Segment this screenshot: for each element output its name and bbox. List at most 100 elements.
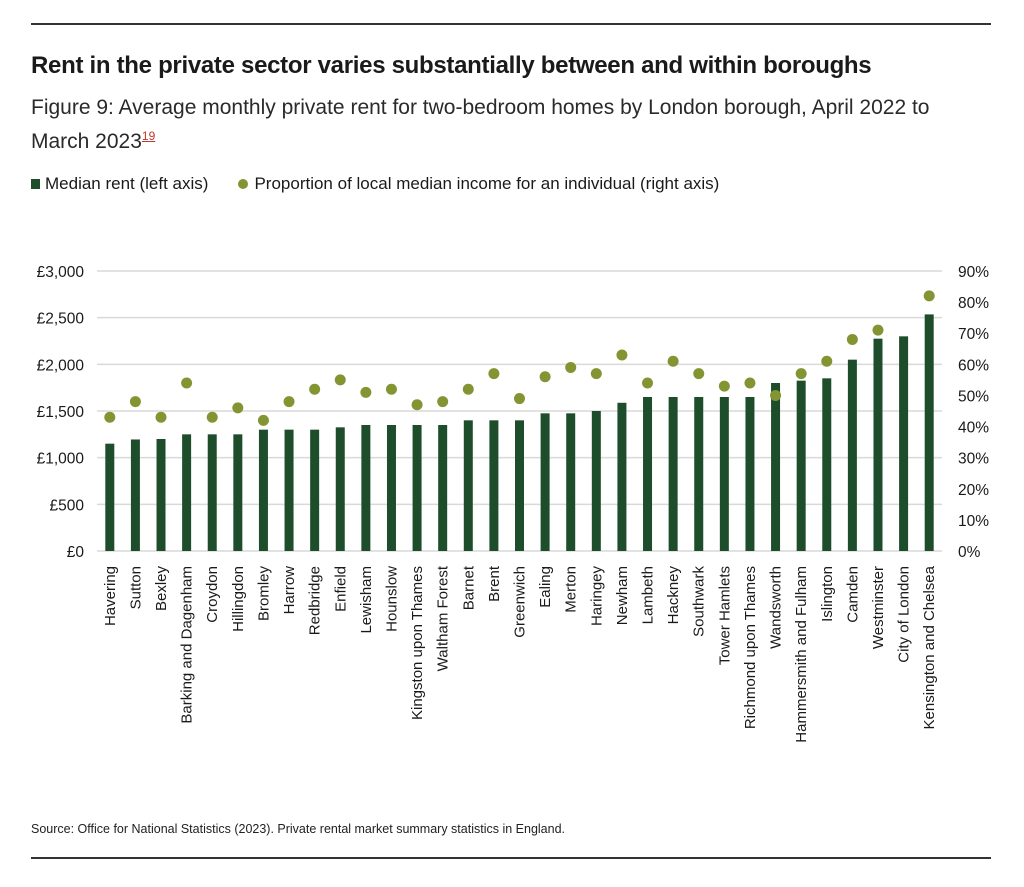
category-label: Bexley (153, 566, 170, 612)
left-axis: £0 £500 £1,000 £1,500 £2,000 £2,500 £3,000 (37, 264, 85, 561)
bar-series (105, 314, 934, 551)
category-label: Hillingdon (230, 566, 247, 632)
category-label: Sutton (127, 566, 144, 609)
rent-bar (771, 383, 781, 551)
income-proportion-dot (770, 389, 782, 401)
category-label: Lambeth (640, 566, 657, 624)
income-proportion-dot (411, 399, 423, 411)
category-label: Kingston upon Thames (409, 566, 426, 720)
legend-item-income-proportion: Proportion of local median income for an… (238, 174, 719, 194)
income-proportion-dot (616, 349, 628, 361)
legend-label: Proportion of local median income for an… (254, 174, 720, 193)
rent-bar (361, 425, 371, 551)
category-label: Hammersmith and Fulham (793, 566, 810, 743)
rent-bar (156, 439, 166, 551)
category-label: Kensington and Chelsea (921, 565, 938, 729)
category-label: Havering (102, 566, 119, 626)
right-tick-label: 70% (958, 326, 989, 343)
income-proportion-dot (334, 374, 346, 386)
category-label: Merton (563, 566, 580, 613)
income-proportion-dot (360, 386, 372, 398)
top-divider (31, 23, 991, 25)
right-axis: 0% 10% 20% 30% 40% 50% 60% 70% 80% 90% (958, 264, 989, 561)
rent-bar (130, 439, 140, 551)
category-label: Bromley (255, 566, 272, 622)
category-label: Brent (486, 565, 503, 602)
right-tick-label: 40% (958, 420, 989, 437)
category-label: Greenwich (512, 566, 529, 638)
legend: Median rent (left axis) Proportion of lo… (31, 174, 749, 194)
right-tick-label: 50% (958, 388, 989, 405)
right-tick-label: 20% (958, 482, 989, 499)
income-proportion-dot (821, 355, 833, 367)
right-tick-label: 90% (958, 264, 989, 281)
category-label: Newham (614, 566, 631, 625)
dot-series (104, 290, 935, 426)
income-proportion-dot (539, 371, 551, 383)
rent-bar (643, 397, 653, 551)
footnote-link[interactable]: 19 (141, 129, 156, 143)
category-label: City of London (896, 566, 913, 663)
category-label: Barking and Dagenham (179, 566, 196, 724)
income-proportion-dot (385, 383, 397, 395)
rent-bar (258, 429, 268, 551)
rent-bar (335, 427, 345, 551)
income-proportion-dot (667, 355, 679, 367)
left-tick-label: £2,500 (37, 311, 85, 328)
income-proportion-dot (232, 402, 244, 414)
income-proportion-dot (462, 383, 474, 395)
income-proportion-dot (718, 380, 730, 392)
category-label: Southwark (691, 566, 708, 637)
rent-bar (847, 359, 857, 551)
rent-bar (412, 425, 422, 551)
category-label: Croydon (204, 566, 221, 623)
rent-bar (924, 314, 934, 551)
rent-bar (105, 443, 115, 551)
legend-item-median-rent: Median rent (left axis) (31, 174, 208, 194)
income-proportion-dot (181, 377, 193, 389)
income-proportion-dot (872, 324, 884, 336)
left-tick-label: £0 (67, 544, 85, 561)
income-proportion-dot (744, 377, 756, 389)
category-label: Wandsworth (768, 566, 785, 649)
category-label: Waltham Forest (435, 565, 452, 671)
income-proportion-dot (693, 368, 705, 380)
rent-bar (515, 420, 524, 551)
rent-bar (310, 429, 320, 551)
right-tick-label: 10% (958, 513, 989, 530)
income-proportion-dot (257, 414, 269, 426)
income-proportion-dot (283, 396, 295, 408)
subtitle-text: Figure 9: Average monthly private rent f… (31, 96, 930, 153)
rent-bar (233, 434, 243, 551)
income-proportion-dot (488, 368, 500, 380)
income-proportion-dot (795, 368, 807, 380)
bottom-divider (31, 857, 991, 859)
rent-bar (822, 378, 832, 551)
rent-bar (668, 397, 678, 551)
rent-bar (540, 413, 550, 551)
rent-bar (745, 397, 755, 551)
income-proportion-dot (155, 411, 167, 423)
right-tick-label: 60% (958, 357, 989, 374)
category-label: Lewisham (358, 566, 375, 634)
rent-bar (719, 397, 729, 551)
left-tick-label: £3,000 (37, 264, 85, 281)
right-tick-label: 30% (958, 451, 989, 468)
right-tick-label: 0% (958, 544, 981, 561)
income-proportion-dot (104, 411, 116, 423)
income-proportion-dot (642, 377, 654, 389)
category-label: Barnet (460, 565, 477, 610)
right-tick-label: 80% (958, 295, 989, 312)
rent-bar (182, 434, 192, 551)
category-axis: Havering Sutton Bexley Barking and Dagenham… (102, 565, 938, 743)
rent-bar (566, 413, 576, 551)
income-proportion-dot (206, 411, 218, 423)
rent-bar (284, 429, 294, 551)
chart-subtitle: Figure 9: Average monthly private rent f… (31, 94, 991, 156)
income-proportion-dot (437, 396, 449, 408)
income-proportion-dot (129, 396, 141, 408)
rent-bar (617, 402, 627, 551)
left-tick-label: £500 (50, 497, 85, 514)
chart-title: Rent in the private sector varies substa… (31, 52, 872, 79)
